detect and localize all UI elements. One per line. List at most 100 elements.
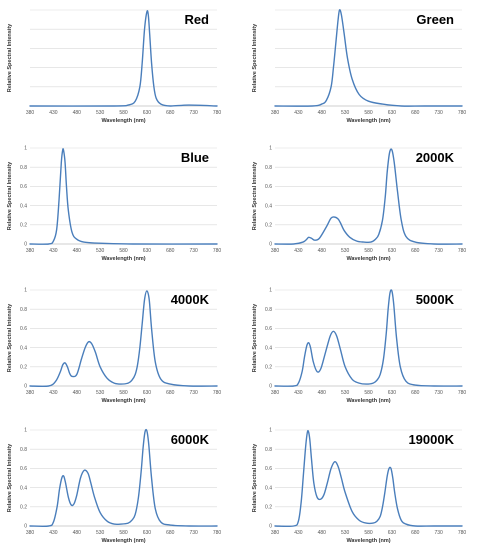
x-tick-label: 480 [318, 110, 327, 116]
x-tick-label: 530 [96, 110, 105, 116]
x-tick-label: 780 [458, 390, 467, 396]
spectrum-chart: 0 0.2 0.4 0.6 0.8 1 380 430 480 530 580 630 680 730 78… [252, 146, 467, 262]
chart-title: 5000K [416, 292, 455, 307]
y-tick-label: 1 [24, 146, 27, 152]
x-tick-label: 730 [434, 530, 443, 536]
spectrum-line [29, 148, 218, 245]
x-tick-label: 730 [434, 110, 443, 116]
y-tick-label: 0 [269, 242, 272, 248]
x-tick-label: 580 [119, 248, 128, 254]
x-tick-label: 430 [49, 248, 58, 254]
x-tick-label: 530 [96, 390, 105, 396]
y-tick-label: 0.8 [20, 447, 27, 453]
x-tick-label: 680 [166, 390, 175, 396]
y-tick-label: 0.2 [265, 223, 272, 229]
spectrum-line [274, 148, 463, 245]
y-axis-title: Relative Spectral Intensity [252, 303, 258, 372]
x-tick-label: 380 [26, 390, 35, 396]
spectrum-chart: 0 0.2 0.4 0.6 0.8 1 380 430 480 530 580 630 680 730 78… [7, 288, 221, 404]
chart-title: Green [416, 12, 454, 27]
x-tick-label: 730 [189, 530, 198, 536]
x-tick-label: 380 [26, 530, 35, 536]
x-tick-label: 630 [388, 110, 397, 116]
x-tick-label: 730 [189, 248, 198, 254]
y-axis-title: Relative Spectral Intensity [7, 161, 13, 230]
x-tick-label: 630 [388, 390, 397, 396]
x-tick-label: 780 [213, 248, 222, 254]
y-tick-label: 0.6 [20, 466, 27, 472]
x-tick-label: 630 [143, 530, 152, 536]
x-tick-label: 480 [73, 530, 82, 536]
x-tick-label: 680 [166, 248, 175, 254]
y-tick-label: 0.2 [20, 365, 27, 371]
chart-title: Red [184, 12, 209, 27]
x-tick-label: 780 [213, 530, 222, 536]
x-tick-label: 780 [213, 110, 222, 116]
y-tick-label: 0.4 [20, 203, 27, 209]
spectrum-chart: 0 0.2 0.4 0.6 0.8 1 380 430 480 530 580 630 680 730 78… [7, 428, 222, 544]
y-tick-label: 0.2 [20, 223, 27, 229]
x-tick-label: 630 [143, 248, 152, 254]
x-tick-label: 580 [364, 530, 373, 536]
spectrum-chart: 0 0.2 0.4 0.6 0.8 1 380 430 480 530 580 630 680 730 78… [7, 146, 222, 262]
x-axis-title: Wavelength (nm) [346, 538, 390, 544]
x-tick-label: 680 [166, 110, 175, 116]
chart-title: 6000K [171, 432, 210, 447]
spectrum-line [29, 428, 218, 527]
x-tick-label: 580 [119, 390, 128, 396]
x-tick-label: 430 [294, 390, 303, 396]
spectrum-chart: 0 0.2 0.4 0.6 0.8 1 380 430 480 530 580 630 680 730 78… [252, 288, 467, 404]
y-tick-label: 0.6 [265, 184, 272, 190]
y-tick-label: 0.8 [265, 165, 272, 171]
x-tick-label: 780 [458, 248, 467, 254]
x-tick-label: 430 [49, 110, 58, 116]
y-tick-label: 0.4 [265, 485, 272, 491]
x-tick-label: 730 [434, 248, 443, 254]
y-axis-title: Relative Spectral Intensity [252, 161, 258, 230]
y-tick-label: 0.4 [265, 345, 272, 351]
y-axis-title: Relative Spectral Intensity [7, 303, 13, 372]
x-axis-title: Wavelength (nm) [346, 256, 390, 262]
y-tick-label: 0.6 [20, 326, 27, 332]
x-tick-label: 580 [364, 110, 373, 116]
x-tick-label: 430 [294, 248, 303, 254]
y-tick-label: 0 [269, 384, 272, 390]
x-tick-label: 430 [294, 110, 303, 116]
y-tick-label: 1 [269, 146, 272, 152]
x-tick-label: 530 [341, 248, 350, 254]
spectrum-line [274, 430, 463, 528]
x-tick-label: 730 [434, 390, 443, 396]
y-tick-label: 0.8 [20, 165, 27, 171]
y-tick-label: 0.2 [265, 365, 272, 371]
y-axis-title: Relative Spectral Intensity [252, 443, 258, 512]
y-tick-label: 0 [24, 524, 27, 530]
spectrum-line [29, 10, 218, 107]
x-tick-label: 380 [271, 248, 280, 254]
x-tick-label: 480 [73, 248, 82, 254]
y-tick-label: 0.8 [265, 447, 272, 453]
x-tick-label: 680 [411, 530, 420, 536]
spectrum-line [274, 289, 463, 387]
y-tick-label: 0.6 [265, 326, 272, 332]
x-tick-label: 680 [411, 248, 420, 254]
y-axis-title: Relative Spectral Intensity [252, 23, 258, 92]
x-axis-title: Wavelength (nm) [101, 118, 145, 124]
y-tick-label: 1 [24, 428, 27, 434]
x-tick-label: 730 [189, 390, 198, 396]
y-tick-label: 0 [24, 242, 27, 248]
y-axis-title: Relative Spectral Intensity [7, 443, 13, 512]
y-axis-title: Relative Spectral Intensity [7, 23, 13, 92]
x-tick-label: 530 [96, 530, 105, 536]
x-tick-label: 580 [364, 390, 373, 396]
x-tick-label: 680 [411, 110, 420, 116]
x-tick-label: 530 [341, 530, 350, 536]
x-tick-label: 630 [388, 530, 397, 536]
x-tick-label: 480 [73, 390, 82, 396]
spectrum-chart: 380 430 480 530 580 630 680 730 780 Wavelength (n… [252, 9, 466, 124]
y-tick-label: 0 [24, 384, 27, 390]
x-tick-label: 480 [318, 530, 327, 536]
x-tick-label: 380 [271, 530, 280, 536]
y-tick-label: 1 [24, 288, 27, 294]
x-tick-label: 480 [318, 390, 327, 396]
